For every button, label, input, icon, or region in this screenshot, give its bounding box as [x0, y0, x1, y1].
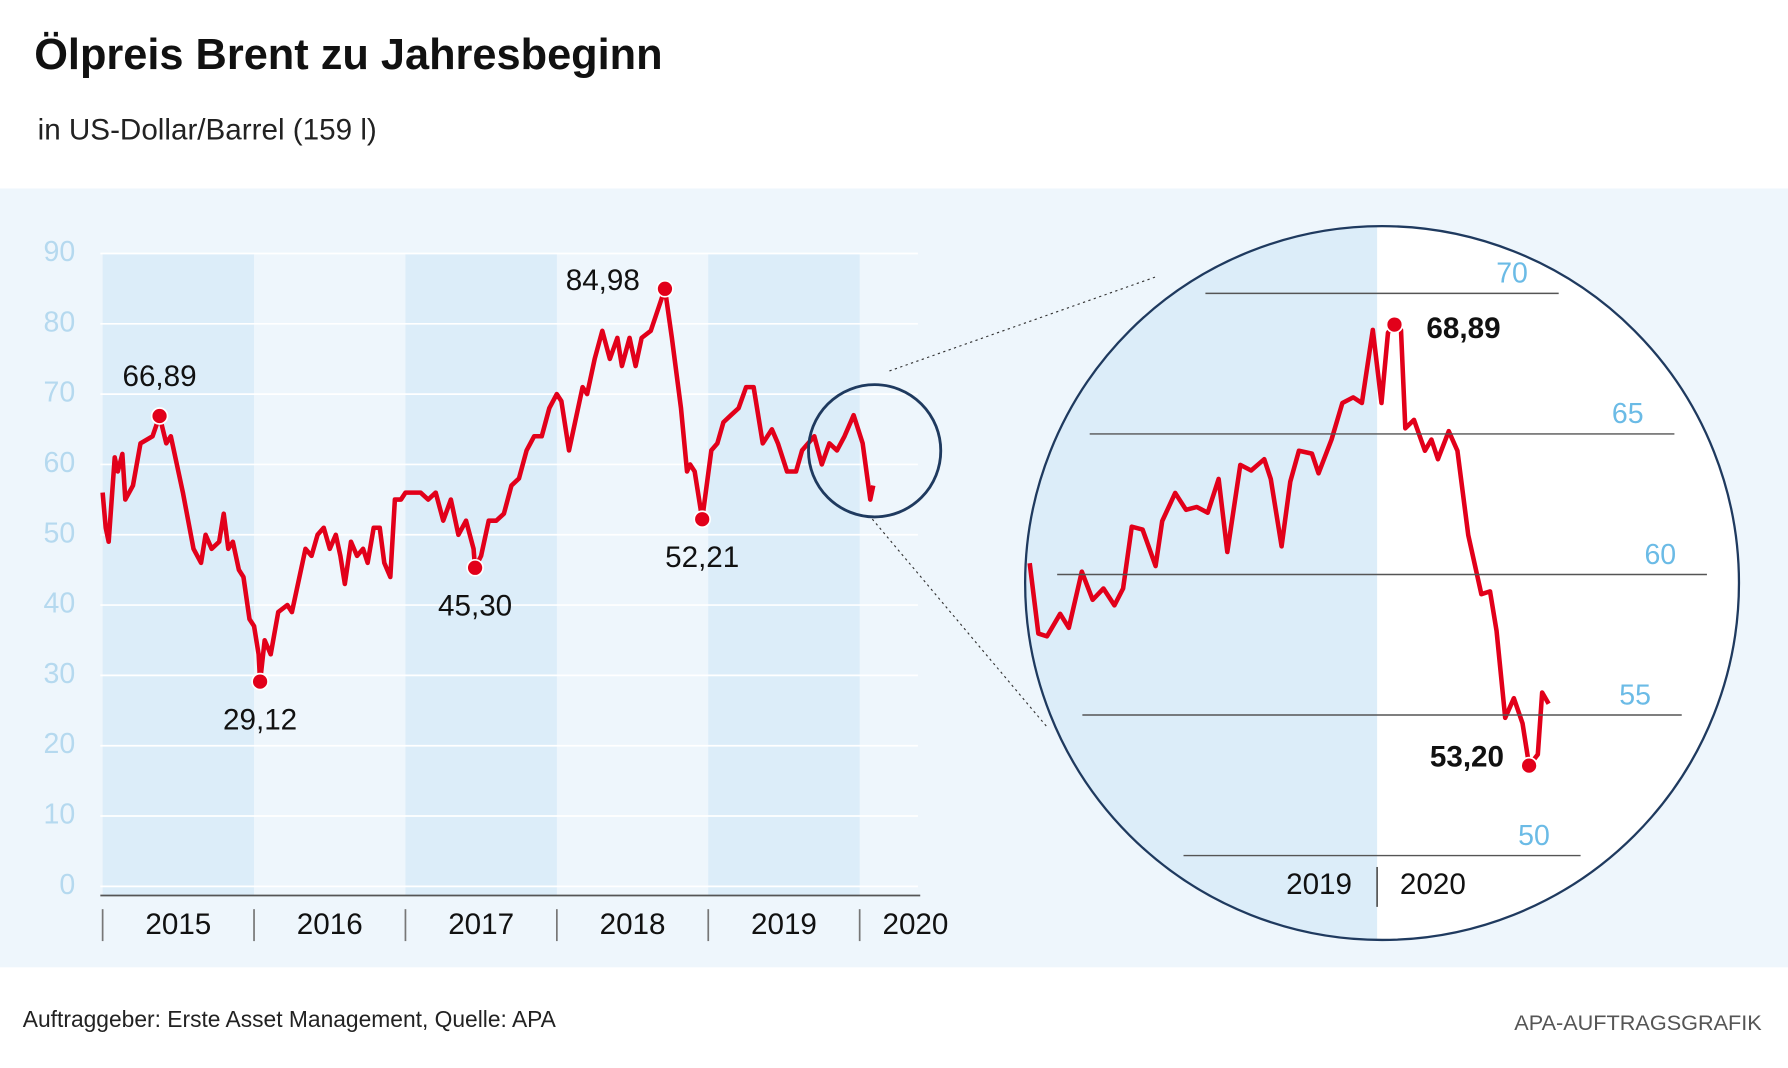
- zoom-overlay: 50 55 60 65 70 2019 2020: [1023, 224, 1741, 942]
- annotation-label: 84,98: [566, 264, 640, 297]
- highlight-dot: [1385, 315, 1404, 334]
- year-band: [405, 253, 557, 896]
- y-tick-label: 90: [44, 236, 76, 268]
- x-tick-label: 2018: [600, 908, 666, 941]
- annotation-label: 53,20: [1430, 741, 1504, 774]
- connector: [889, 275, 1158, 372]
- annotation-label: 52,21: [665, 541, 739, 574]
- annotation-label: 45,30: [438, 590, 512, 623]
- highlight-dot: [251, 672, 269, 691]
- highlight-dot: [1520, 756, 1538, 775]
- x-tick-label: 2020: [882, 908, 948, 941]
- zoom-circle: [1023, 224, 1741, 942]
- annotation-label: 29,12: [223, 703, 297, 736]
- y-tick-label: 70: [1496, 258, 1528, 290]
- credit: APA-AUFTRAGSGRAFIK: [1514, 1010, 1762, 1035]
- x-tick-label: 2016: [297, 908, 363, 941]
- x-tick-label: 2019: [751, 908, 817, 941]
- x-tick-label: 2020: [1400, 868, 1466, 901]
- highlight-dot: [150, 407, 169, 425]
- y-tick-label: 60: [1644, 539, 1676, 571]
- source: Auftraggeber: Erste Asset Management, Qu…: [23, 1006, 557, 1032]
- x-tick-label: 2015: [145, 908, 211, 941]
- main-chart: 0 10 20 30 40 50 60 70 80 90 2015 2016 2017 2018 2019 2…: [44, 236, 949, 941]
- y-tick-label: 50: [44, 517, 76, 549]
- y-tick-label: 10: [44, 799, 76, 831]
- y-tick-label: 40: [44, 588, 76, 620]
- y-tick-label: 65: [1612, 398, 1644, 430]
- zoom-marker: [807, 383, 943, 519]
- year-band: [102, 253, 255, 896]
- y-tick-label: 55: [1619, 679, 1651, 711]
- annotation-label: 66,89: [122, 360, 196, 393]
- y-tick-label: 70: [44, 377, 76, 409]
- subtitle: in US-Dollar/Barrel (159 l): [38, 113, 377, 146]
- highlight-dot: [693, 510, 712, 529]
- annotation-label: 68,89: [1426, 312, 1500, 345]
- y-tick-label: 60: [44, 447, 76, 479]
- y-tick-label: 0: [59, 869, 75, 901]
- y-tick-label: 50: [1518, 820, 1550, 852]
- y-tick-label: 80: [44, 306, 76, 338]
- x-tick-label: 2019: [1286, 868, 1352, 901]
- highlight-dot: [466, 558, 484, 577]
- y-tick-label: 20: [44, 728, 76, 760]
- price-line: [100, 286, 876, 684]
- x-tick-label: 2017: [448, 908, 514, 941]
- highlight-dot: [656, 279, 674, 298]
- year-band: [708, 253, 860, 896]
- y-tick-label: 30: [44, 658, 76, 690]
- price-line: [1027, 322, 1551, 768]
- chart-title: Ölpreis Brent zu Jahresbeginn: [34, 31, 662, 79]
